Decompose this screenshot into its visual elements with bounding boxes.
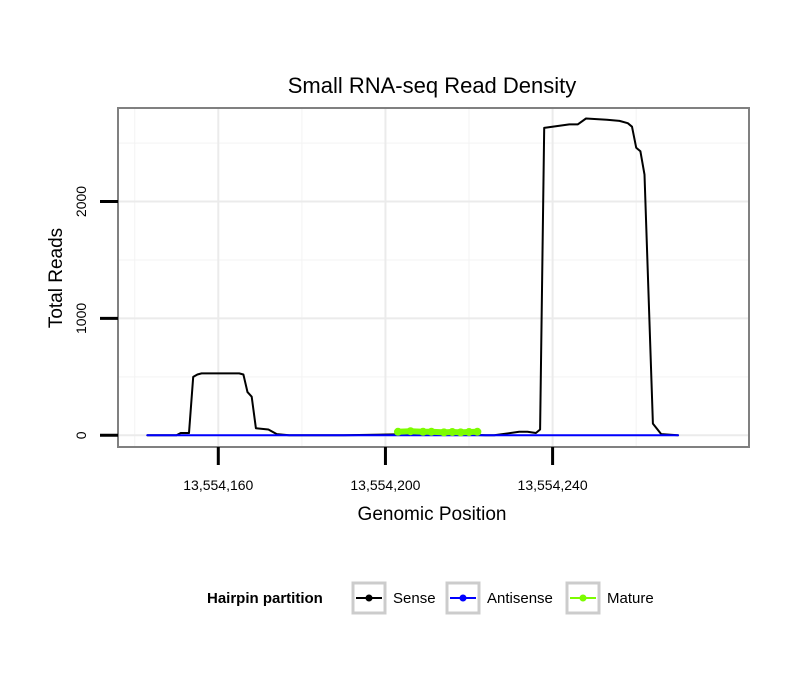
mature-point [465, 428, 474, 437]
y-axis-title: Total Reads [46, 228, 67, 328]
series-line-sense [146, 117, 679, 437]
x-tick-label: 13,554,200 [350, 477, 420, 493]
legend-label-sense: Sense [393, 590, 436, 607]
mature-point [448, 428, 457, 437]
legend-title: Hairpin partition [207, 590, 323, 607]
mature-point [419, 427, 428, 436]
legend-key-point-sense [365, 594, 373, 602]
mature-point [473, 427, 482, 436]
y-tick-label: 1000 [73, 303, 89, 334]
x-axis-title: Genomic Position [358, 504, 507, 525]
mature-point [427, 427, 436, 436]
x-tick-label: 13,554,240 [518, 477, 588, 493]
legend-key-point-antisense [459, 594, 467, 602]
plot-panel-border [117, 107, 750, 448]
legend-label-mature: Mature [607, 590, 654, 607]
mature-point [456, 428, 465, 437]
mature-point [393, 427, 402, 436]
y-axis: 0 1000 2000 [73, 186, 118, 439]
legend-label-antisense: Antisense [487, 590, 553, 607]
chart-title: Small RNA-seq Read Density [288, 73, 577, 98]
legend-entries: Sense Antisense Mature [351, 581, 654, 615]
gridlines [118, 108, 749, 447]
legend: Hairpin partition Sense Antisense Mature [207, 581, 654, 615]
legend-key-point-mature [579, 594, 587, 602]
series-layer [146, 117, 679, 437]
x-axis: 13,554,160 13,554,200 13,554,240 [183, 447, 588, 493]
x-tick-label: 13,554,160 [183, 477, 253, 493]
mature-point [439, 428, 448, 437]
y-tick-label: 0 [73, 431, 89, 439]
y-tick-label: 2000 [73, 186, 89, 217]
mature-point [406, 427, 415, 436]
